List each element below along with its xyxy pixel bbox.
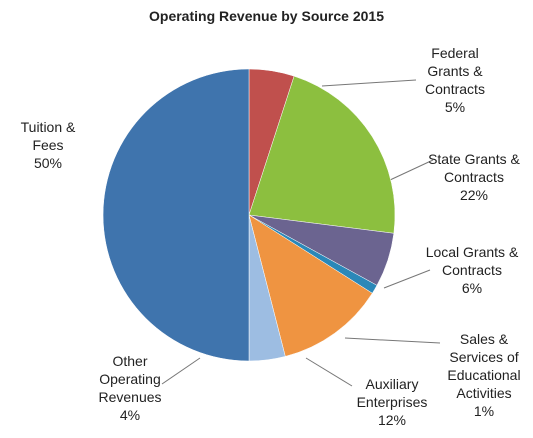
category-name: Sales & Services of Educational Activiti… — [447, 331, 521, 401]
category-name: Local Grants & Contracts — [425, 244, 519, 278]
value-label: 22% — [459, 187, 489, 203]
category-name: Auxiliary Enterprises — [356, 376, 428, 410]
value-label: 50% — [33, 155, 63, 171]
slice-label: Tuition & Fees 50% — [8, 118, 88, 172]
value-label: 6% — [461, 280, 483, 296]
slice-label: Local Grants & Contracts 6% — [422, 243, 522, 297]
value-label: 12% — [377, 412, 407, 428]
leader-line — [389, 159, 434, 181]
category-name: Tuition & Fees — [20, 119, 76, 153]
leader-line — [321, 79, 417, 87]
slice-label: Other Operating Revenues 4% — [89, 352, 171, 424]
leader-line — [344, 337, 441, 344]
slice-label: Federal Grants & Contracts 5% — [415, 44, 495, 116]
value-label: 4% — [119, 407, 141, 423]
leader-lines — [161, 79, 441, 387]
category-name: Other Operating Revenues — [98, 353, 162, 405]
pie-slice — [248, 75, 396, 234]
slice-label: State Grants & Contracts 22% — [424, 150, 524, 204]
chart-title: Operating Revenue by Source 2015 — [149, 8, 384, 24]
value-label: 5% — [444, 99, 466, 115]
category-name: State Grants & Contracts — [428, 151, 520, 185]
leader-line — [161, 357, 201, 385]
leader-line — [383, 269, 431, 289]
value-label: 1% — [473, 403, 495, 419]
category-name: Federal Grants & Contracts — [425, 45, 485, 97]
slice-label: Auxiliary Enterprises 12% — [347, 375, 437, 429]
pie-slice — [248, 214, 373, 357]
leader-line — [305, 357, 353, 387]
pie-slice — [102, 68, 250, 362]
slice-label: Sales & Services of Educational Activiti… — [438, 330, 530, 420]
